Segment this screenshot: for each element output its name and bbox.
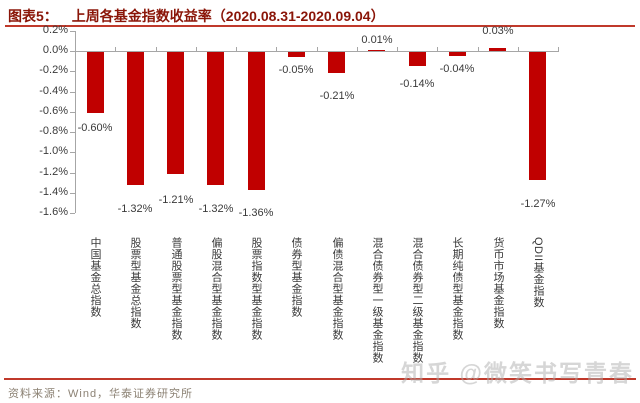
y-tick-label: -1.4% [39,186,68,198]
category-label: 债券型基金指数 [290,237,302,318]
category-label: 混合债券型一级基金指数 [371,237,383,364]
figure-header: 图表5： 上周各基金指数收益率（2020.08.31-2020.09.04） [8,6,385,26]
source-text: 资料来源：Wind，华泰证券研究所 [8,388,194,400]
y-tick-label: 0.2% [42,24,68,36]
y-tick-label: -1.0% [39,145,68,157]
bar [328,52,345,73]
y-tick-label: -0.2% [39,64,68,76]
bar [449,52,466,56]
bar-value-label: -0.05% [278,64,314,76]
category-label: 股票型基金总指数 [129,237,141,329]
y-tick [70,92,75,93]
bar [368,50,385,51]
y-tick [70,152,75,153]
bar-value-label: -0.21% [319,90,355,102]
bar [529,52,546,180]
y-tick [70,51,75,52]
y-tick-label: -0.6% [39,105,68,117]
x-tick [518,47,519,52]
y-tick [70,112,75,113]
x-tick [196,47,197,52]
bar-value-label: -0.60% [77,122,113,134]
bar-value-label: -0.04% [439,63,475,75]
category-label: 偏股混合型基金指数 [210,237,222,341]
x-tick [276,47,277,52]
y-tick [70,173,75,174]
category-label: 长期纯债型基金指数 [451,237,463,341]
bar-value-label: -1.32% [117,203,153,215]
category-label: 股票指数型基金指数 [250,237,262,341]
x-tick [558,47,559,52]
x-tick [397,47,398,52]
category-label: 偏债混合型基金指数 [331,237,343,341]
y-tick [70,193,75,194]
figure-label: 图表5： [8,8,58,24]
x-tick [156,47,157,52]
bar-value-label: -1.27% [520,198,556,210]
x-tick [478,47,479,52]
bar-value-label: 0.03% [482,25,514,37]
bar [167,52,184,174]
y-tick-label: -1.6% [39,206,68,218]
bar-value-label: 0.01% [361,34,393,46]
y-tick [70,31,75,32]
bar-value-label: -1.21% [158,194,194,206]
title-underline [5,25,635,27]
x-tick [115,47,116,52]
y-tick [70,213,75,214]
bar [288,52,305,57]
x-tick [236,47,237,52]
y-tick-label: -0.4% [39,85,68,97]
bar [409,52,426,66]
y-axis-line [75,31,76,213]
bar [207,52,224,185]
category-label: 普通股票型基金指数 [170,237,182,341]
figure-title: 上周各基金指数收益率（2020.08.31-2020.09.04） [71,8,385,24]
bar [489,48,506,51]
x-tick [75,47,76,52]
x-tick [357,47,358,52]
category-label: 混合债券型二级基金指数 [411,237,423,364]
bar [87,52,104,113]
category-label: 货币市场基金指数 [492,237,504,329]
bar [127,52,144,185]
bar-value-label: -1.32% [198,203,234,215]
x-tick [317,47,318,52]
x-tick [437,47,438,52]
y-tick-label: -1.2% [39,166,68,178]
watermark: 知乎 @微笑书写青春 [401,360,634,386]
y-tick [70,71,75,72]
bar [248,52,265,190]
bar-value-label: -1.36% [238,207,274,219]
bottom-rule [4,378,636,380]
category-label: QDII基金指数 [532,237,544,308]
y-tick-label: 0.0% [42,44,68,56]
x-axis-line [75,51,558,52]
y-tick-label: -0.8% [39,125,68,137]
bar-value-label: -0.14% [399,78,435,90]
category-label: 中国基金总指数 [89,237,101,318]
y-tick [70,132,75,133]
